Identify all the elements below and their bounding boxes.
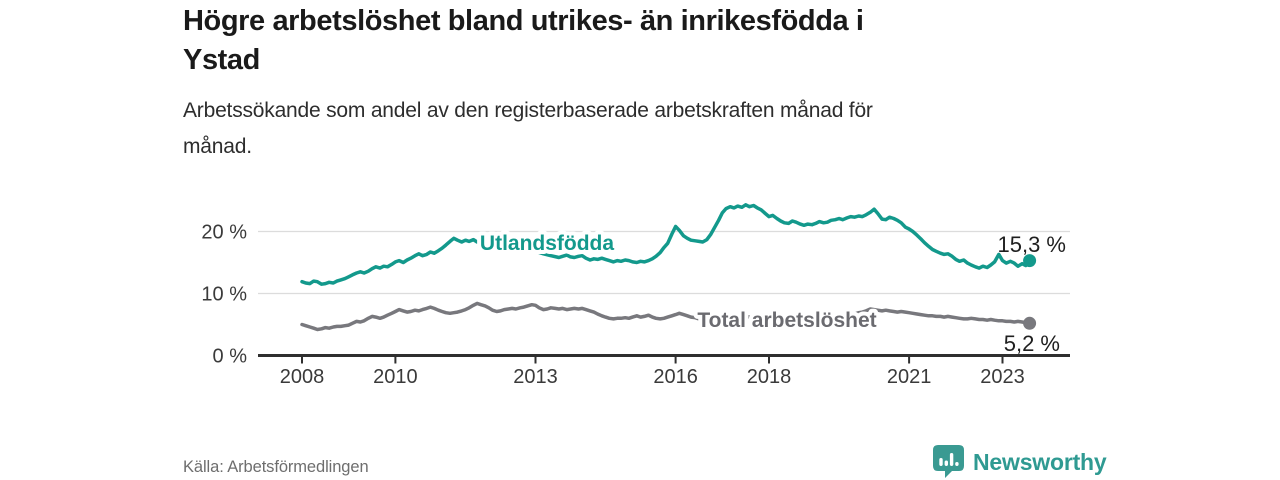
newsworthy-logo: Newsworthy xyxy=(933,445,1107,479)
end-value-total-arbetsloshet: 5,2 % xyxy=(1004,331,1060,356)
end-value-utlandsfodda: 15,3 % xyxy=(998,232,1067,257)
chart-title-line-1: Högre arbetslöshet bland utrikes- än inr… xyxy=(183,5,864,37)
axes-and-gridlines: 0 % 10 % 20 % 2008 2010 2013 2016 2018 2021 2023 xyxy=(201,222,1070,388)
x-tick-label: 2010 xyxy=(373,366,418,388)
source-attribution: Källa: Arbetsförmedlingen xyxy=(183,458,369,476)
chart-subtitle-line-2: månad. xyxy=(183,135,252,158)
y-tick-label: 20 % xyxy=(201,222,247,244)
series-lines xyxy=(300,203,1037,332)
series-end-dot xyxy=(1023,316,1037,330)
y-tick-label: 10 % xyxy=(201,284,247,306)
x-tick-label: 2018 xyxy=(747,366,792,388)
x-tick-label: 2021 xyxy=(887,366,932,388)
x-tick-label: 2016 xyxy=(653,366,698,388)
newsworthy-logo-icon xyxy=(933,445,964,478)
series-end-dot xyxy=(1023,254,1037,268)
chart-title-line-2: Ystad xyxy=(183,44,260,76)
y-tick-label: 0 % xyxy=(213,346,248,368)
chart-subtitle-line-1: Arbetssökande som andel av den registerb… xyxy=(183,99,873,122)
chart-title: Högre arbetslöshet bland utrikes- än inr… xyxy=(183,2,1103,80)
x-tick-label: 2023 xyxy=(980,366,1025,388)
x-tick-label: 2008 xyxy=(280,366,325,388)
series-label-total-arbetsloshet: Total arbetslöshet xyxy=(697,309,876,332)
series-line xyxy=(300,301,1032,332)
series-line xyxy=(300,203,1032,286)
series-label-utlandsfodda: Utlandsfödda xyxy=(480,232,614,255)
x-tick-label: 2013 xyxy=(513,366,558,388)
chart-subtitle: Arbetssökande som andel av den registerb… xyxy=(183,93,1083,165)
newsworthy-logo-text: Newsworthy xyxy=(973,448,1107,475)
